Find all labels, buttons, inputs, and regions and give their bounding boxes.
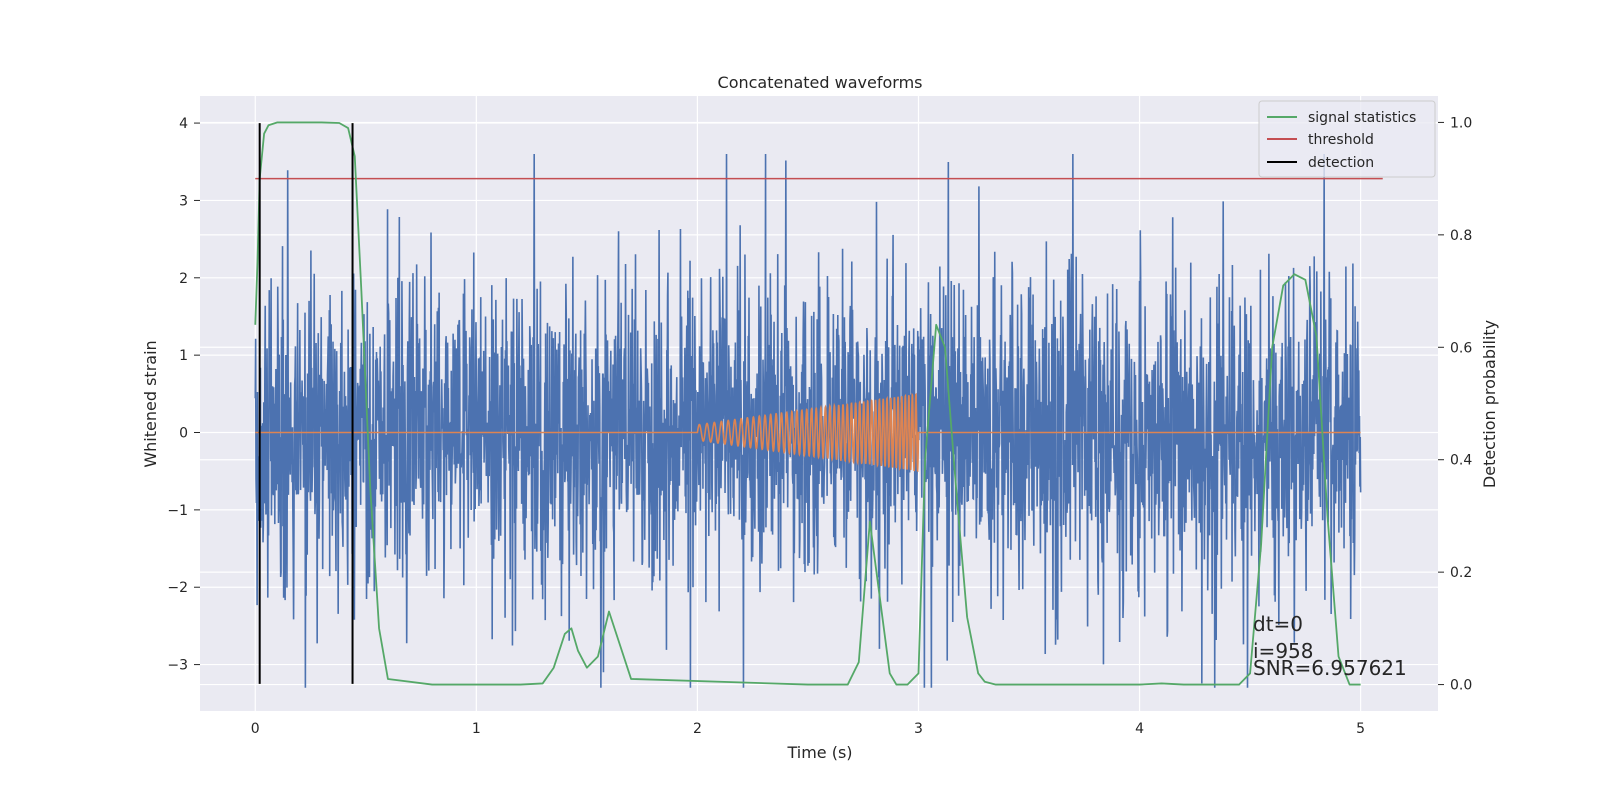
y-tick-label: 3 (179, 193, 188, 209)
y-right-tick-label: 0.6 (1450, 340, 1472, 356)
x-tick-label: 1 (472, 721, 481, 737)
legend-label-threshold: threshold (1308, 132, 1374, 148)
y-tick-label: −2 (167, 580, 188, 596)
chart-title: Concatenated waveforms (718, 73, 923, 92)
legend-box (1258, 100, 1436, 178)
signal-statistics-series (254, 121, 1361, 686)
strain-line (254, 154, 1362, 688)
annotation-dt: dt=0 (1253, 612, 1303, 636)
strain-series (254, 154, 1362, 688)
x-axis-label: Time (s) (786, 743, 852, 762)
y-right-tick-label: 0.0 (1450, 678, 1472, 694)
x-tick-label: 5 (1356, 721, 1365, 737)
y-right-axis-label: Detection probability (1480, 320, 1499, 488)
injected-signal-series (255, 392, 1361, 473)
y-tick-label: 0 (179, 426, 188, 442)
y-right-tick-label: 1.0 (1450, 115, 1472, 131)
legend: signal statistics threshold detection (1258, 100, 1436, 178)
y-right-tick-label: 0.2 (1450, 565, 1472, 581)
y-tick-label: 2 (179, 271, 188, 287)
legend-label-signal-statistics: signal statistics (1308, 110, 1416, 126)
x-tick-label: 0 (251, 721, 260, 737)
y-right-tick-label: 0.8 (1450, 228, 1472, 244)
y-tick-label: 4 (179, 116, 188, 132)
y-right-tick-label: 0.4 (1450, 453, 1472, 469)
y-axis-label: Whitened strain (141, 340, 160, 467)
annotation-snr: SNR=6.957621 (1253, 656, 1407, 680)
signal-statistics-line (254, 121, 1361, 686)
injected-signal-line (255, 392, 1361, 473)
y-tick-label: −3 (167, 658, 188, 674)
ticks: 0 1 2 3 4 5 −3 −2 −1 0 1 2 3 4 0.0 0.2 0.4 0.6 0.8 1.0 (167, 115, 1472, 737)
annotation-index: i=958 (1253, 639, 1314, 663)
x-tick-label: 2 (693, 721, 702, 737)
x-tick-label: 3 (914, 721, 923, 737)
x-tick-label: 4 (1135, 721, 1144, 737)
legend-label-detection: detection (1308, 155, 1374, 171)
detection-series (258, 123, 354, 684)
y-tick-label: 1 (179, 348, 188, 364)
y-tick-label: −1 (167, 503, 188, 519)
